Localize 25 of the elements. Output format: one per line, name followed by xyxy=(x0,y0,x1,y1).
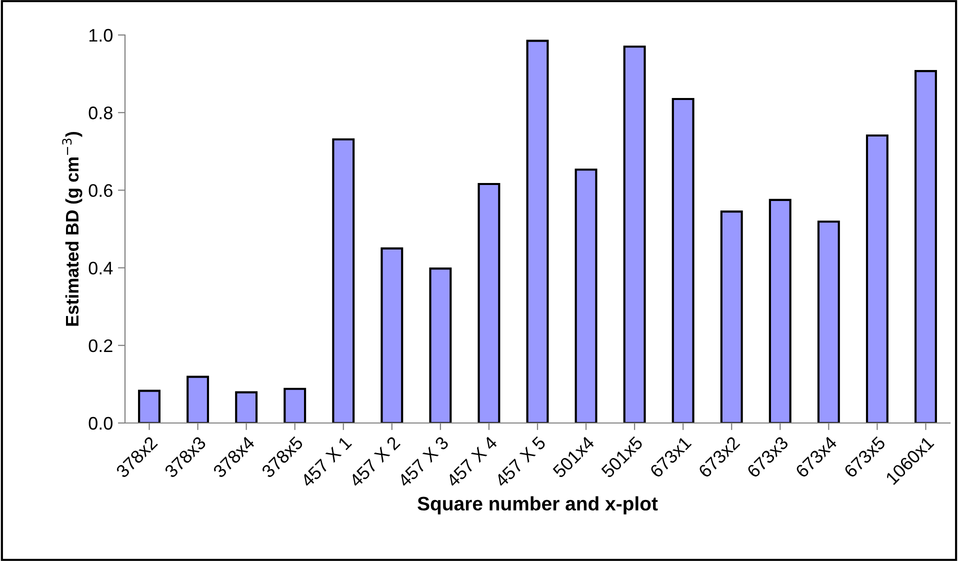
y-tick-label: 1.0 xyxy=(89,28,112,42)
bar xyxy=(284,388,306,423)
y-tick-label: 0.2 xyxy=(88,339,112,352)
bar xyxy=(478,182,500,423)
bar xyxy=(526,40,549,423)
y-tick-label: 0.0 xyxy=(88,416,112,430)
bar xyxy=(429,268,452,423)
bar xyxy=(138,390,160,423)
y-tick-label: 0.6 xyxy=(88,184,112,197)
bar xyxy=(914,70,937,423)
x-axis-title: Square number and x-plot xyxy=(418,496,658,514)
bar xyxy=(235,391,258,423)
y-tick-label: 0.8 xyxy=(88,106,112,120)
bar xyxy=(186,376,210,423)
bar xyxy=(574,168,598,423)
bar xyxy=(380,247,404,423)
bar xyxy=(332,138,355,423)
bar xyxy=(623,46,646,423)
bar xyxy=(768,198,792,423)
bar xyxy=(817,220,840,423)
bar xyxy=(720,210,743,423)
bar xyxy=(672,98,694,423)
y-axis-title: Estimated BD (g cm$^{−3}$) xyxy=(62,132,82,326)
bar xyxy=(866,134,888,423)
y-tick-label: 0.4 xyxy=(88,262,113,275)
